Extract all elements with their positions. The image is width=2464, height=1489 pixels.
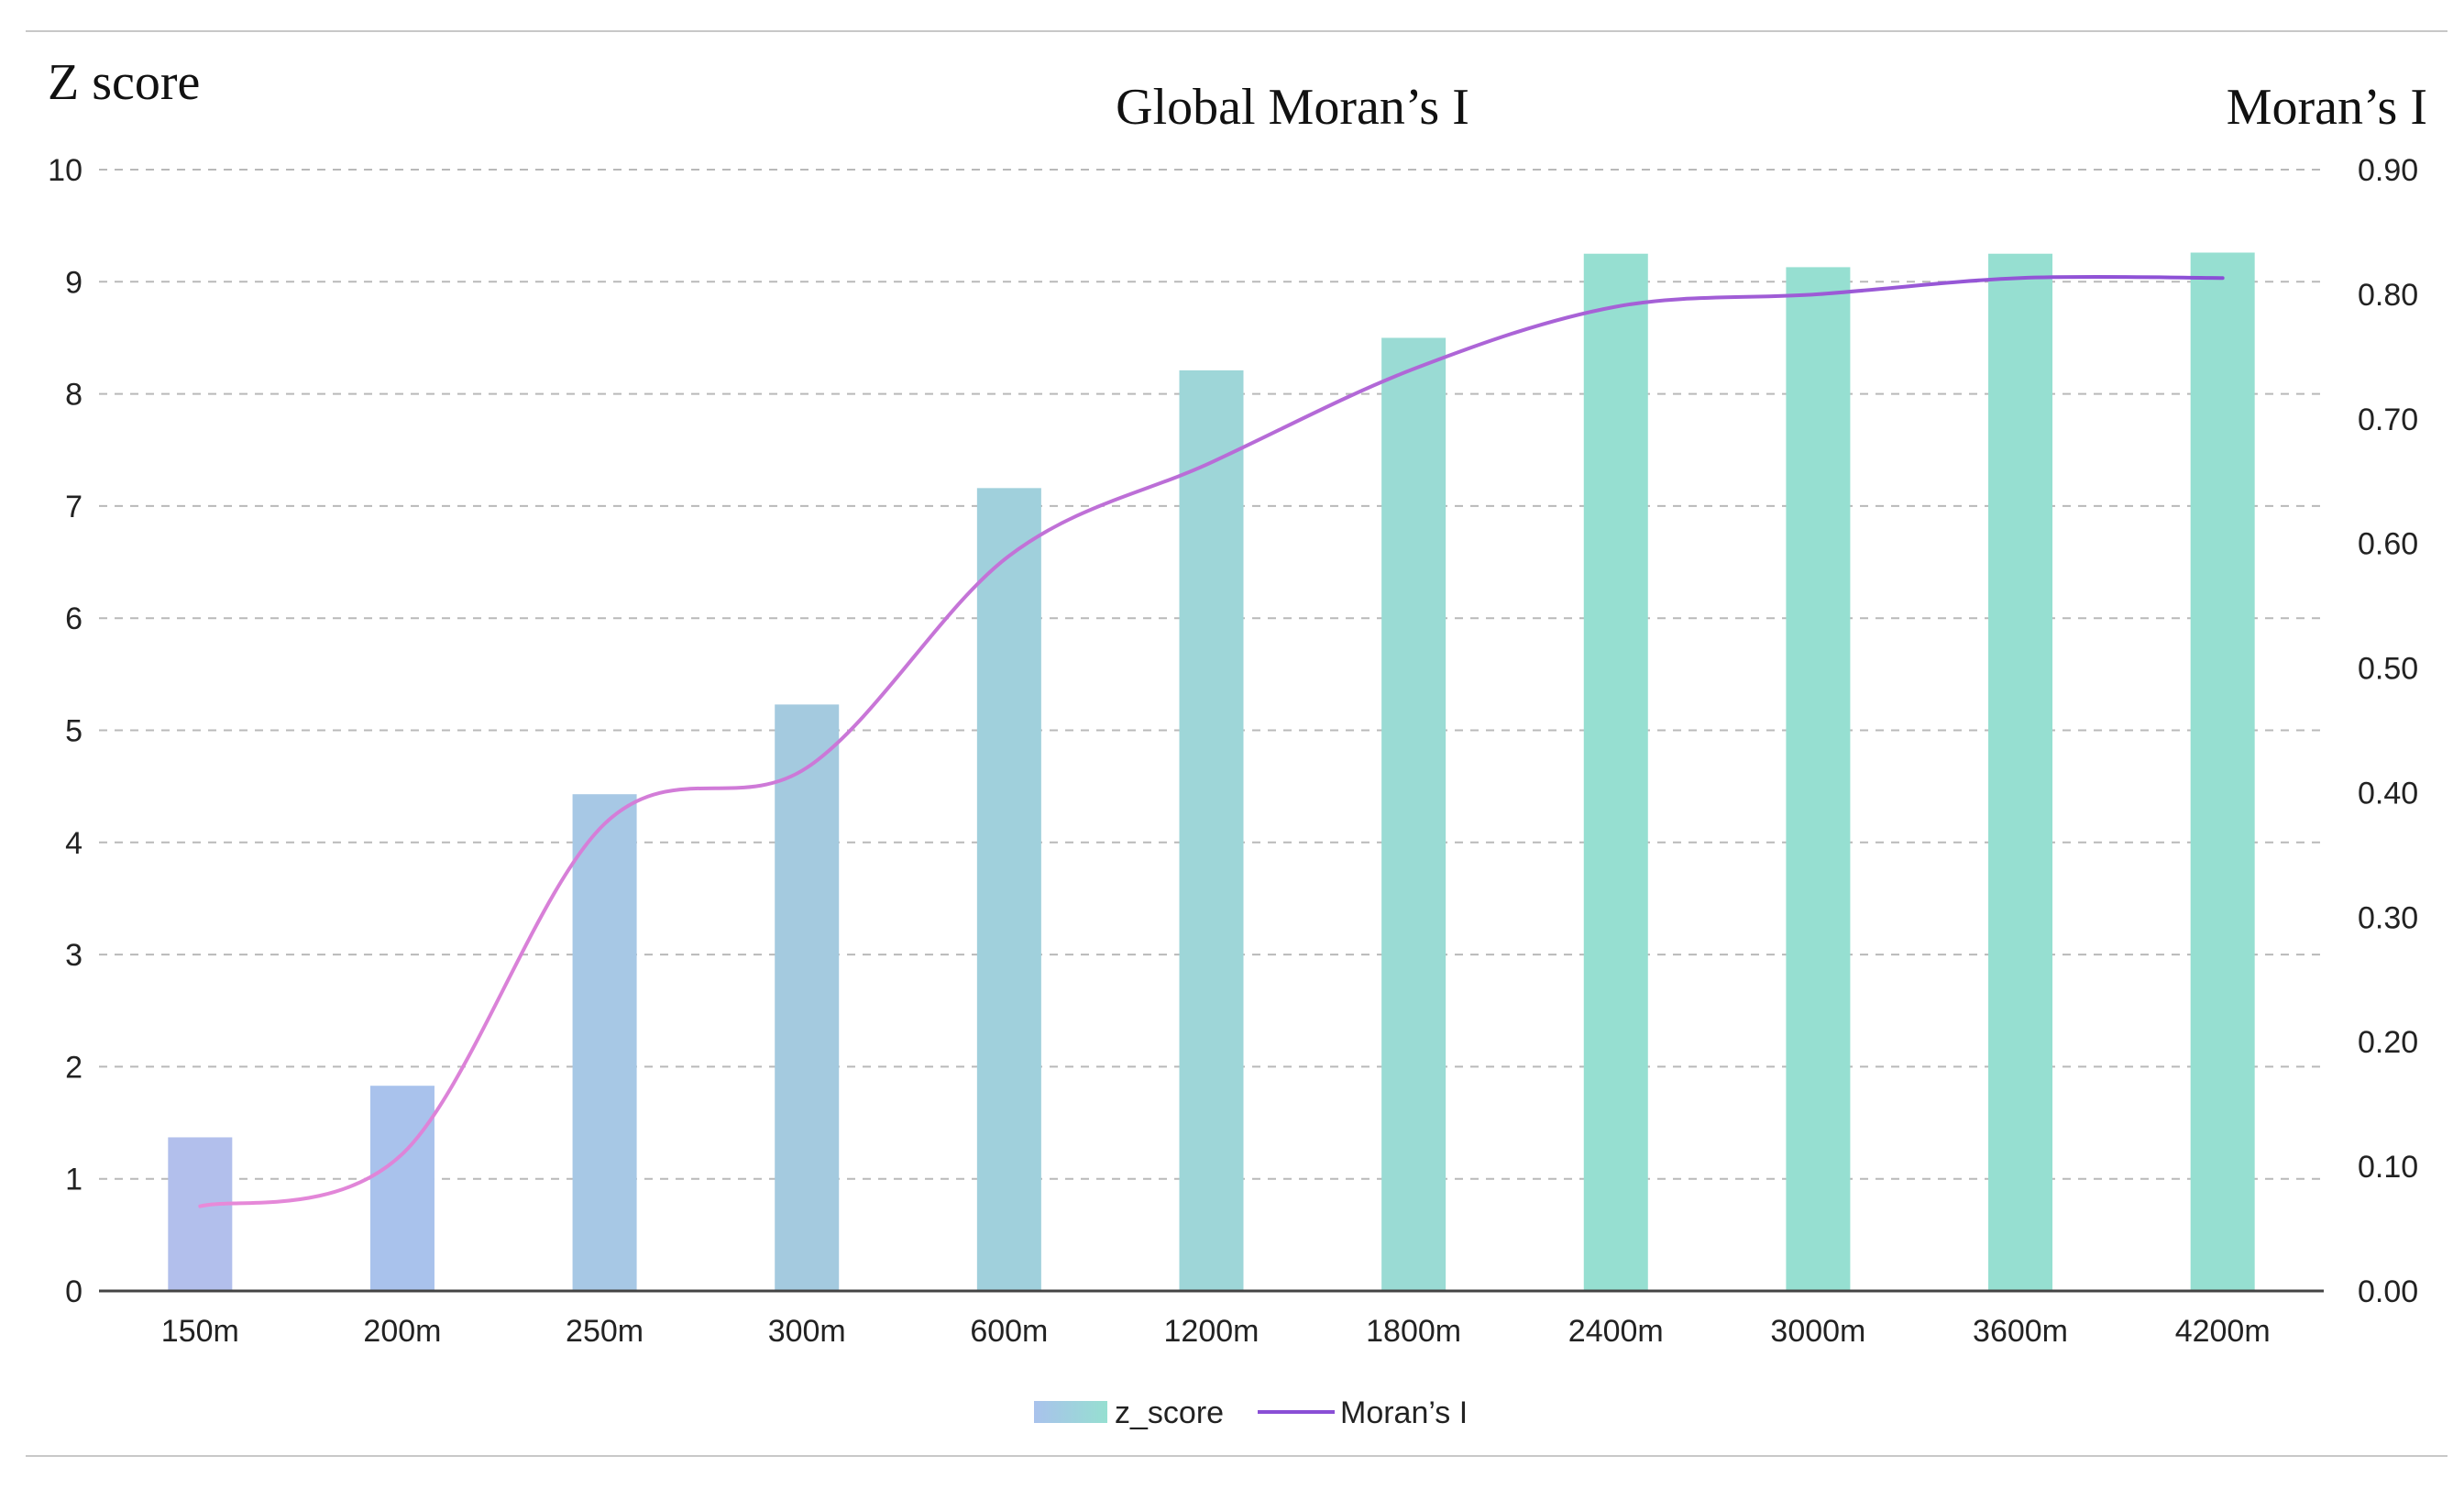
y-left-tick-label: 2 [65, 1050, 82, 1085]
x-axis-ticks: 150m 200m 250m 300m 600m 1200m 1800m 2400m 3000m… [161, 1314, 2271, 1349]
x-tick-label: 3000m [1770, 1314, 1865, 1349]
x-tick-label: 300m [768, 1314, 846, 1349]
y-left-tick-label: 6 [65, 601, 82, 636]
y-right-tick-label: 0.80 [2358, 278, 2418, 313]
y-left-tick-label: 9 [65, 265, 82, 300]
legend-label-z-score: z_score [1115, 1395, 1224, 1430]
y-axis-right-title: Moran’s I [2227, 79, 2427, 136]
bar-z-score [369, 1086, 434, 1291]
bar-z-score [572, 794, 637, 1291]
y-right-tick-label: 0.50 [2358, 652, 2418, 687]
x-tick-label: 1800m [1366, 1314, 1461, 1349]
x-tick-label: 2400m [1568, 1314, 1664, 1349]
y-left-tick-label: 7 [65, 490, 82, 524]
legend: z_score Moran’s I [1034, 1395, 1468, 1430]
bar-z-score [1179, 369, 1244, 1291]
x-tick-label: 150m [161, 1314, 239, 1349]
bar-z-score [1583, 253, 1648, 1292]
y-left-tick-label: 8 [65, 378, 82, 413]
y-right-tick-label: 0.20 [2358, 1025, 2418, 1060]
y-left-tick-label: 10 [48, 153, 82, 188]
line-series [198, 274, 2225, 1208]
y-right-tick-label: 0.70 [2358, 403, 2418, 437]
y-right-tick-label: 0.60 [2358, 527, 2418, 562]
y-right-tick-label: 0.40 [2358, 776, 2418, 811]
legend-swatch-z-score [1034, 1401, 1107, 1423]
x-tick-label: 200m [363, 1314, 441, 1349]
y-right-tick-label: 0.30 [2358, 900, 2418, 935]
y-left-tick-label: 5 [65, 714, 82, 749]
bar-z-score [1381, 337, 1446, 1292]
bar-z-score [2190, 252, 2255, 1292]
bar-z-score [976, 488, 1041, 1291]
bar-z-score [1786, 267, 1851, 1291]
y-left-tick-label: 4 [65, 826, 82, 861]
y-axis-right-ticks: 0.00 0.10 0.20 0.30 0.40 0.50 0.60 0.70 0.80 0.90 [2358, 153, 2418, 1309]
x-tick-label: 1200m [1164, 1314, 1260, 1349]
bar-z-score [1988, 253, 2053, 1292]
bar-z-score [775, 704, 840, 1291]
y-left-tick-label: 3 [65, 938, 82, 973]
legend-label-morans-i: Moran’s I [1340, 1395, 1468, 1430]
chart-title: Global Moran’s I [1116, 79, 1469, 136]
x-tick-label: 250m [566, 1314, 644, 1349]
bar-z-score [168, 1137, 233, 1291]
y-right-tick-label: 0.90 [2358, 153, 2418, 188]
y-right-tick-label: 0.10 [2358, 1150, 2418, 1185]
bars [168, 252, 2255, 1292]
x-tick-label: 600m [970, 1314, 1048, 1349]
x-tick-label: 3600m [1973, 1314, 2068, 1349]
y-right-tick-label: 0.00 [2358, 1274, 2418, 1309]
y-axis-left-title: Z score [48, 54, 200, 111]
y-axis-left-ticks: 0 1 2 3 4 5 6 7 8 9 10 [48, 153, 82, 1309]
y-left-tick-label: 0 [65, 1274, 82, 1309]
line-morans-i [198, 274, 2225, 1208]
y-left-tick-label: 1 [65, 1163, 82, 1197]
x-tick-label: 4200m [2175, 1314, 2271, 1349]
